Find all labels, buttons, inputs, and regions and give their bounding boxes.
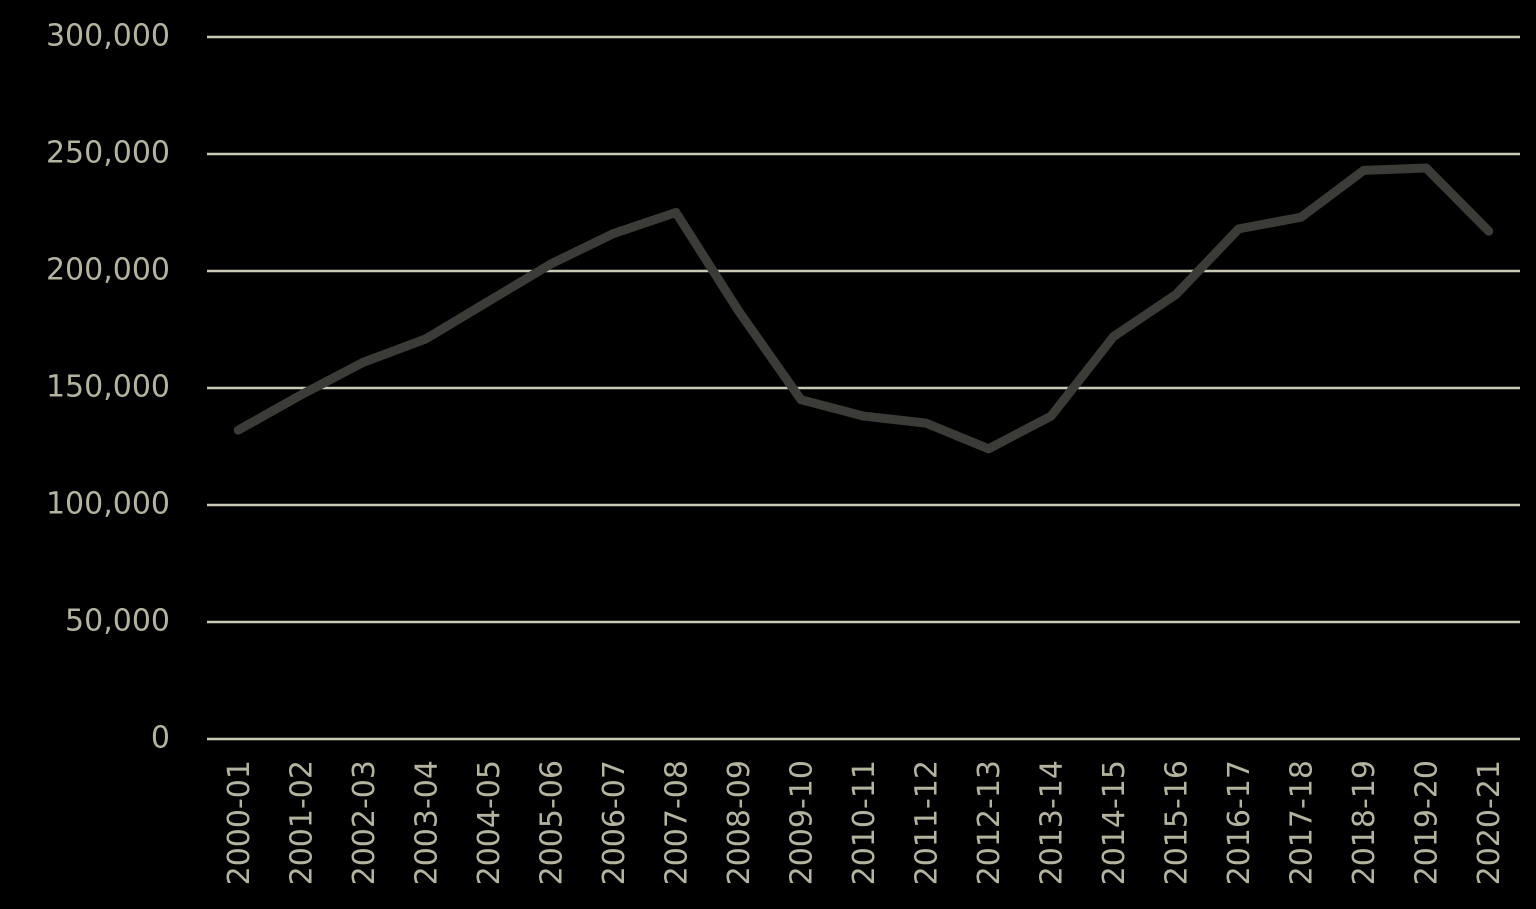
y-tick-label: 0 xyxy=(151,721,170,756)
x-tick-label: 2014-15 xyxy=(1097,760,1132,885)
x-tick-label: 2009-10 xyxy=(784,760,819,885)
y-tick-label: 200,000 xyxy=(46,253,170,288)
x-tick-label: 2018-19 xyxy=(1347,760,1382,885)
y-tick-label: 100,000 xyxy=(46,487,170,522)
x-tick-label: 2001-02 xyxy=(284,760,319,885)
x-tick-label: 2012-13 xyxy=(972,760,1007,885)
x-tick-label: 2013-14 xyxy=(1035,760,1070,885)
x-tick-label: 2011-12 xyxy=(910,760,945,885)
x-tick-label: 2015-16 xyxy=(1160,760,1195,885)
y-tick-label: 300,000 xyxy=(46,19,170,54)
y-tick-label: 250,000 xyxy=(46,136,170,171)
x-tick-label: 2019-20 xyxy=(1410,760,1445,885)
x-tick-label: 2008-09 xyxy=(722,760,757,885)
x-tick-label: 2004-05 xyxy=(472,760,507,885)
x-tick-label: 2006-07 xyxy=(597,760,632,885)
x-tick-label: 2007-08 xyxy=(659,760,694,885)
x-tick-label: 2000-01 xyxy=(222,760,257,885)
x-tick-label: 2017-18 xyxy=(1285,760,1320,885)
x-tick-label: 2002-03 xyxy=(347,760,382,885)
x-tick-label: 2003-04 xyxy=(409,760,444,885)
x-tick-label: 2010-11 xyxy=(847,760,882,885)
x-tick-label: 2020-21 xyxy=(1472,760,1507,885)
data-line xyxy=(233,163,1494,454)
y-tick-label: 50,000 xyxy=(65,604,170,639)
x-tick-label: 2005-06 xyxy=(534,760,569,885)
x-tick-label: 2016-17 xyxy=(1222,760,1257,885)
y-tick-label: 150,000 xyxy=(46,370,170,405)
